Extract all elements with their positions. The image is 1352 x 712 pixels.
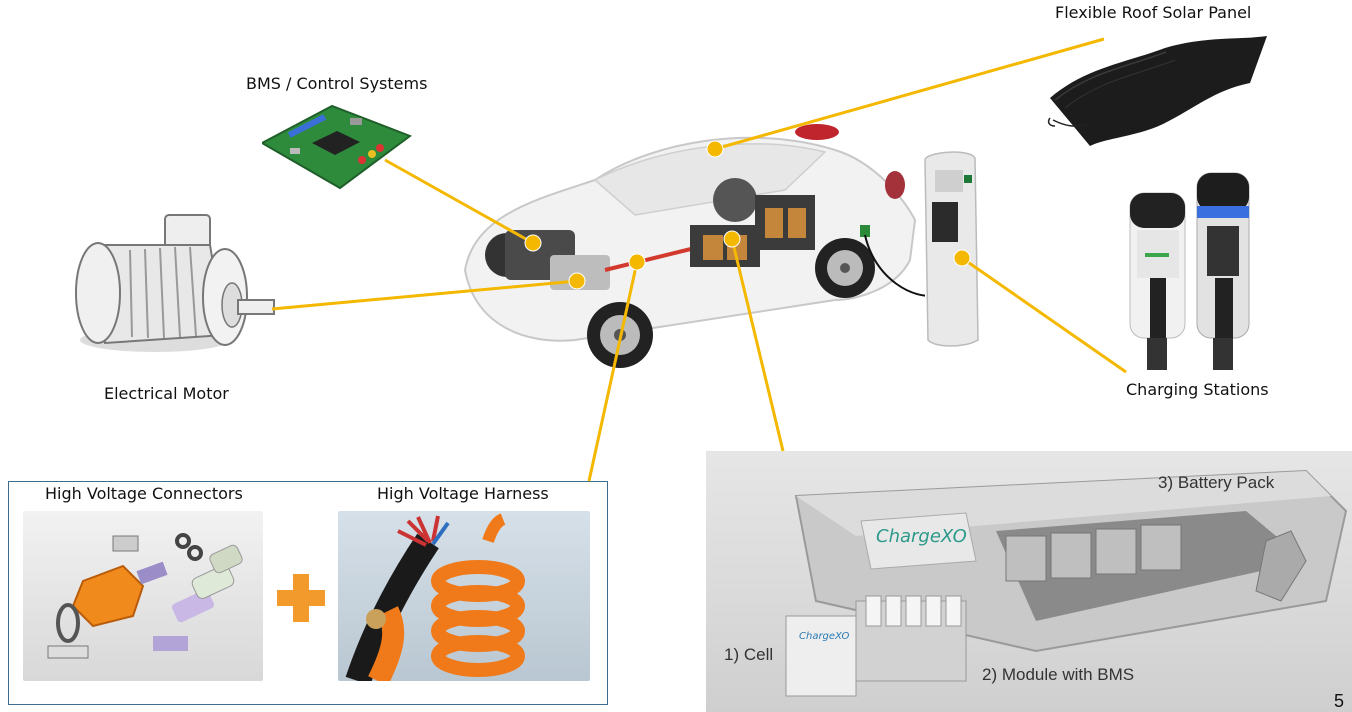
charging-stations-image (1129, 172, 1250, 370)
hv-harness-image (338, 511, 590, 681)
label-battery-pack: 3) Battery Pack (1158, 473, 1275, 492)
battery-section: 3) Battery Pack 1) Cell 2) Module with B… (706, 451, 1352, 712)
brand-logo: ChargeXO (876, 526, 967, 547)
page-number: 5 (1333, 691, 1344, 711)
solar-panel-image (1047, 36, 1267, 146)
label-hv-harness: High Voltage Harness (377, 484, 549, 503)
bms-board-image (262, 104, 412, 190)
brand-logo-small: ChargeXO (799, 631, 850, 642)
label-hv-connectors: High Voltage Connectors (45, 484, 243, 503)
label-cell: 1) Cell (724, 645, 774, 664)
label-bms: BMS / Control Systems (246, 74, 428, 93)
high-voltage-panel: High Voltage Connectors High Voltage Har… (8, 481, 608, 705)
connector-charging (961, 256, 1127, 374)
hv-connectors-image (23, 511, 263, 681)
car-charger-post-image (924, 151, 979, 347)
label-module-bms: 2) Module with BMS (982, 665, 1135, 684)
electric-motor-image (75, 214, 275, 352)
label-motor: Electrical Motor (104, 384, 229, 403)
plus-icon (277, 574, 325, 622)
label-charging-stations: Charging Stations (1126, 380, 1269, 399)
electric-car-image (463, 124, 925, 368)
label-solar-panel: Flexible Roof Solar Panel (1055, 3, 1252, 22)
